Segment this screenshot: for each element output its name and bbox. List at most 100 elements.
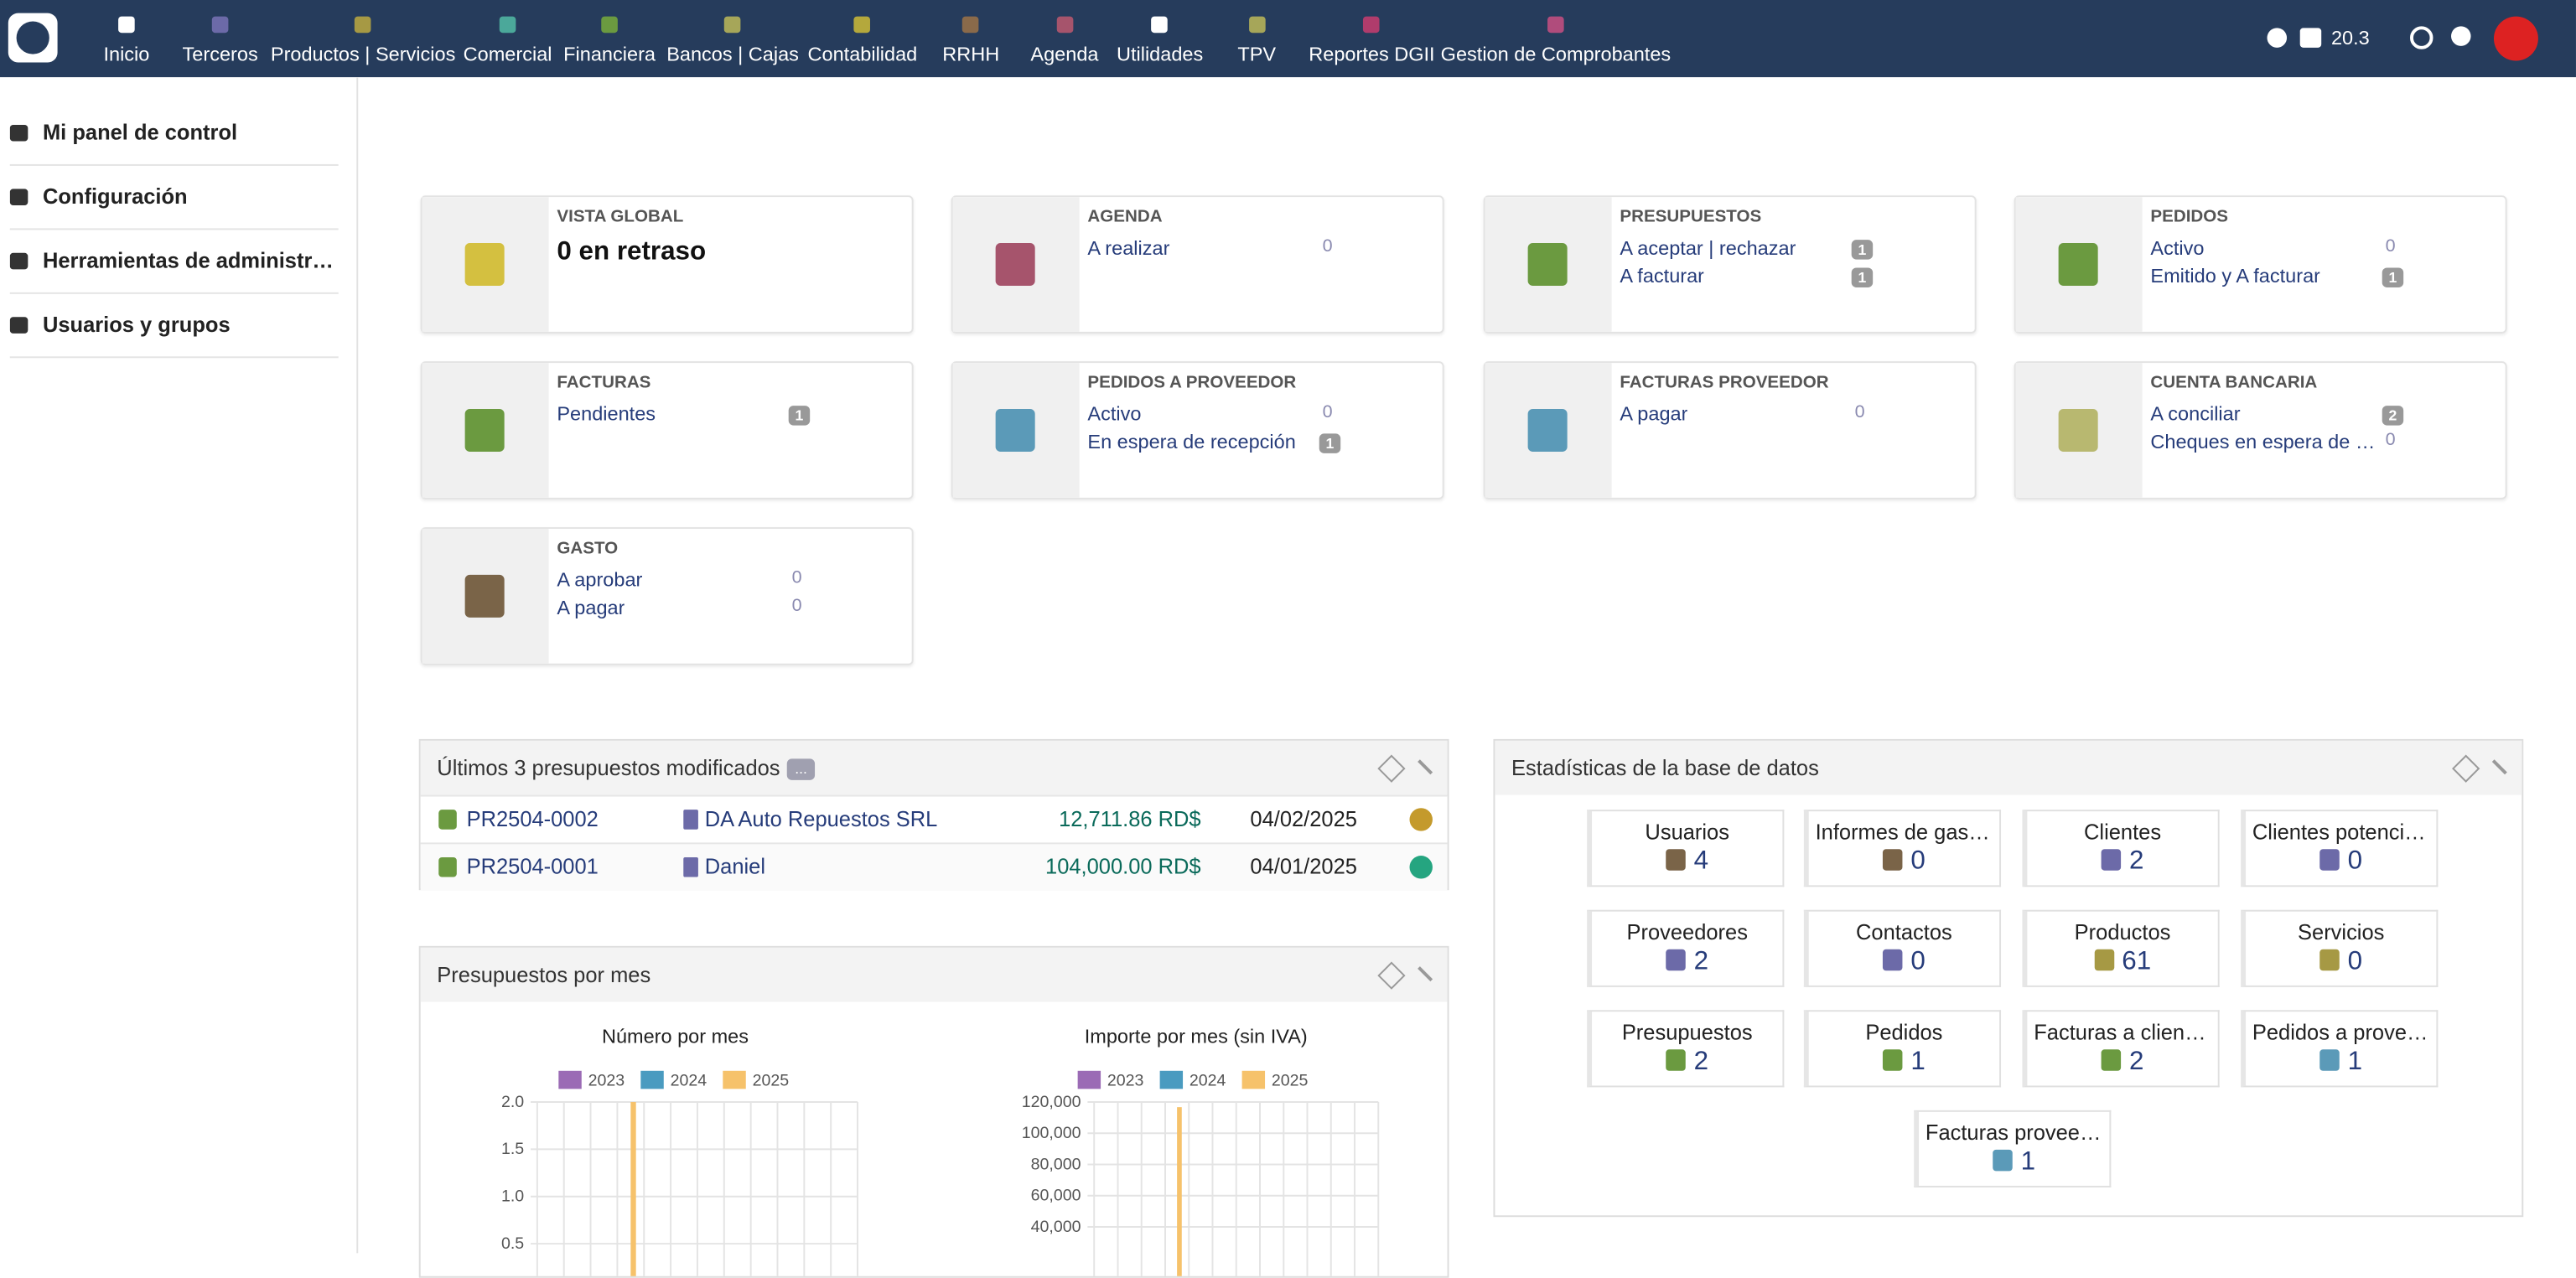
stat-tile[interactable]: Proveedores 2: [1587, 909, 1785, 987]
status: [1409, 856, 1433, 879]
box-title: FACTURAS PROVEEDOR: [1620, 372, 1829, 393]
box-link[interactable]: A facturar: [1620, 264, 1705, 287]
version: 20.3: [2330, 26, 2370, 49]
stat-tile[interactable]: Presupuestos 2: [1587, 1010, 1785, 1088]
user-avatar[interactable]: [2493, 16, 2538, 61]
sidebar-icon: [9, 124, 29, 142]
panel-title: Estadísticas de la base de datos: [1511, 755, 1819, 780]
stat-label: Clientes: [2084, 819, 2162, 845]
nav-item[interactable]: Utilidades: [1117, 16, 1203, 65]
stat-tile[interactable]: Pedidos 1: [1803, 1010, 2002, 1088]
search-icon[interactable]: [2410, 26, 2433, 49]
stat-tile[interactable]: Servicios 0: [2241, 909, 2439, 987]
legend-label: 2024: [671, 1071, 707, 1089]
stat-tile[interactable]: Facturas a clientes 2: [2022, 1010, 2220, 1088]
bar: [1177, 1107, 1182, 1276]
stat-icon: [1666, 1049, 1686, 1071]
nav-icon: [1547, 16, 1564, 34]
stat-icon: [2101, 849, 2122, 871]
box-icon-area: [422, 363, 549, 498]
date: 04/02/2025: [1250, 806, 1357, 831]
stat-icon: [1883, 949, 1903, 971]
nav-item[interactable]: Agenda: [1030, 16, 1098, 65]
nav-item[interactable]: Contabilidad: [808, 16, 917, 65]
stat-tile[interactable]: Facturas proveedores1: [1914, 1110, 2112, 1187]
nav-label: Gestion de Comprobantes: [1440, 42, 1672, 66]
stat-tile[interactable]: Clientes 2: [2022, 810, 2220, 887]
summary-box: PEDIDOS Activo 0 Emitido y A facturar 1: [2014, 195, 2507, 334]
stat-tile[interactable]: Usuarios 4: [1587, 810, 1785, 887]
ref[interactable]: PR2504-0002: [466, 806, 599, 831]
stat-tile[interactable]: Productos 61: [2022, 909, 2220, 987]
sidebar-item[interactable]: Usuarios y grupos: [9, 294, 339, 359]
stat-tile[interactable]: Contactos 0: [1803, 909, 2002, 987]
stat-value-row: 0: [1809, 948, 1999, 977]
more-button[interactable]: ...: [786, 758, 816, 781]
sidebar-item[interactable]: Configuración: [9, 166, 339, 230]
nav-item[interactable]: Terceros: [183, 16, 258, 65]
stat-value: 2: [2128, 1048, 2144, 1076]
company-icon: [683, 857, 698, 877]
stat-value-row: 0: [1809, 847, 1999, 877]
box-link[interactable]: Activo: [1087, 402, 1142, 426]
box-link[interactable]: A conciliar: [2150, 402, 2241, 426]
ref-icon: [438, 810, 457, 830]
box-link[interactable]: A aprobar: [557, 568, 643, 592]
nav-item[interactable]: Reportes DGII: [1309, 16, 1435, 65]
sidebar-icon: [9, 189, 29, 205]
sidebar-item[interactable]: Mi panel de control: [9, 102, 339, 166]
ref[interactable]: PR2504-0001: [466, 854, 599, 879]
stat-tile[interactable]: Informes de gastos 0: [1803, 810, 2002, 887]
box-link[interactable]: Emitido y A facturar: [2150, 264, 2321, 287]
count: 0: [2385, 236, 2396, 256]
box-title: FACTURAS: [557, 372, 651, 393]
company[interactable]: Daniel: [704, 854, 765, 879]
stat-value: 2: [2128, 847, 2144, 876]
nav-item[interactable]: Financiera: [563, 16, 656, 65]
stat-value-row: 1: [1919, 1148, 2109, 1177]
box-icon: [464, 574, 505, 618]
y-tick-label: 60,000: [1031, 1187, 1081, 1205]
legend-swatch: [723, 1070, 746, 1089]
nav-item[interactable]: Productos | Servicios: [271, 16, 455, 65]
box-link[interactable]: Pendientes: [557, 402, 656, 426]
summary-box: AGENDA A realizar 0: [951, 195, 1444, 334]
box-link[interactable]: A pagar: [557, 596, 625, 619]
stat-icon: [1993, 1149, 2013, 1172]
print-icon[interactable]: [2299, 28, 2322, 48]
nav-icon: [1363, 16, 1381, 34]
amount: 104,000.00 RD$: [1045, 854, 1201, 879]
panel-title: Presupuestos por mes: [437, 962, 651, 987]
box-summary: 0 en retraso: [557, 238, 707, 266]
panel-header: Últimos 3 presupuestos modificados...: [420, 740, 1448, 795]
box-link[interactable]: A realizar: [1087, 236, 1170, 260]
nav-item[interactable]: Bancos | Cajas: [666, 16, 799, 65]
box-icon-area: [2015, 197, 2143, 332]
nav-item[interactable]: RRHH: [942, 16, 999, 65]
stat-tile[interactable]: Pedidos a proveedores 1: [2241, 1010, 2439, 1088]
nav-item[interactable]: Comercial: [464, 16, 552, 65]
bar: [630, 1102, 636, 1276]
debug-icon[interactable]: [2267, 28, 2288, 48]
stat-label: Facturas a clientes: [2034, 1020, 2214, 1045]
company[interactable]: DA Auto Repuestos SRL: [704, 806, 938, 831]
summary-box: PEDIDOS A PROVEEDOR Activo 0 En espera de r…: [951, 361, 1444, 499]
stat-label: Clientes potenciales: [2252, 819, 2437, 845]
box-link[interactable]: En espera de recepción: [1087, 430, 1296, 453]
add-icon[interactable]: [2451, 26, 2471, 46]
nav-icon: [962, 16, 980, 34]
box-link[interactable]: A aceptar | rechazar: [1620, 236, 1796, 260]
box-link[interactable]: Activo: [2150, 236, 2205, 260]
box-title: AGENDA: [1087, 206, 1163, 227]
box-link[interactable]: A pagar: [1620, 402, 1688, 426]
stat-label: Proveedores: [1626, 919, 1748, 944]
nav-item[interactable]: Inicio: [103, 16, 149, 65]
stat-value-row: 0: [2246, 847, 2436, 877]
sidebar-item[interactable]: Herramientas de administración: [9, 230, 339, 294]
logo[interactable]: [8, 13, 58, 63]
stat-tile[interactable]: Clientes potenciales 0: [2241, 810, 2439, 887]
nav-item[interactable]: Gestion de Comprobantes: [1440, 16, 1672, 66]
box-link[interactable]: Cheques en espera de depósito: [2150, 430, 2377, 453]
nav-item[interactable]: TPV: [1237, 16, 1276, 65]
